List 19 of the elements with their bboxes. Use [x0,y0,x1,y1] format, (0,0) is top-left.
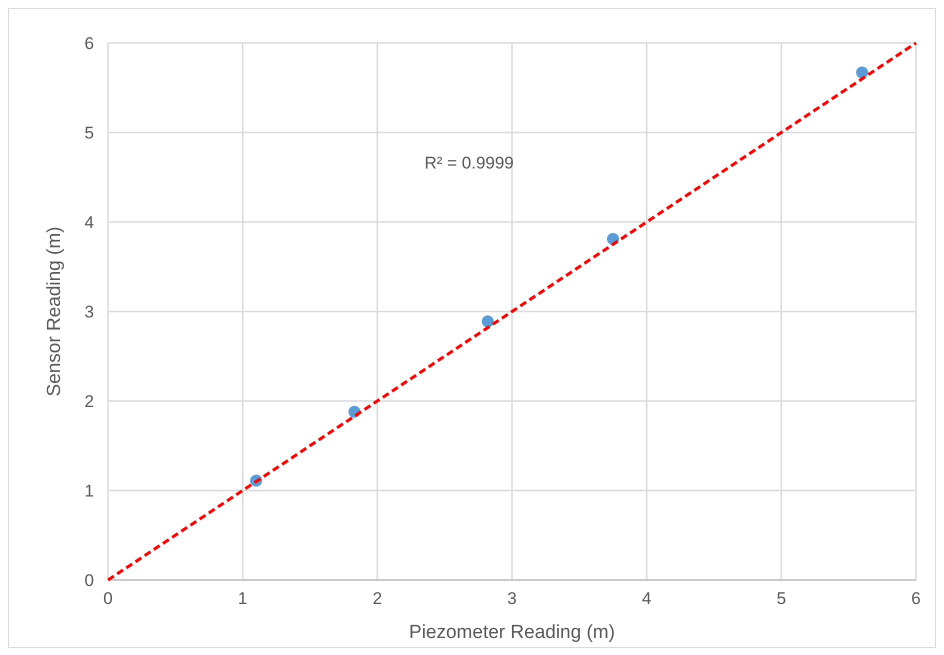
annotation: R² = 0.9999 [424,153,514,172]
x-tick-label: 4 [642,589,652,608]
y-tick-label: 3 [84,302,94,322]
x-tick-label: 6 [911,589,921,608]
y-axis-title: Sensor Reading (m) [44,226,65,397]
x-tick-label: 1 [238,589,248,608]
y-tick-label: 5 [84,124,94,142]
y-tick-label: 6 [84,34,94,53]
x-tick-label: 3 [507,589,517,608]
y-tick-label: 0 [84,571,94,590]
y-tick-label: 4 [84,213,94,232]
y-tick-label: 1 [84,482,94,500]
x-axis-title: Piezometer Reading (m) [409,622,615,643]
x-tick-label: 5 [776,589,786,608]
x-tick-label: 2 [372,589,382,608]
y-tick-label: 2 [84,392,94,411]
x-tick-label: 0 [103,589,113,608]
point [856,66,868,79]
point [482,315,494,328]
